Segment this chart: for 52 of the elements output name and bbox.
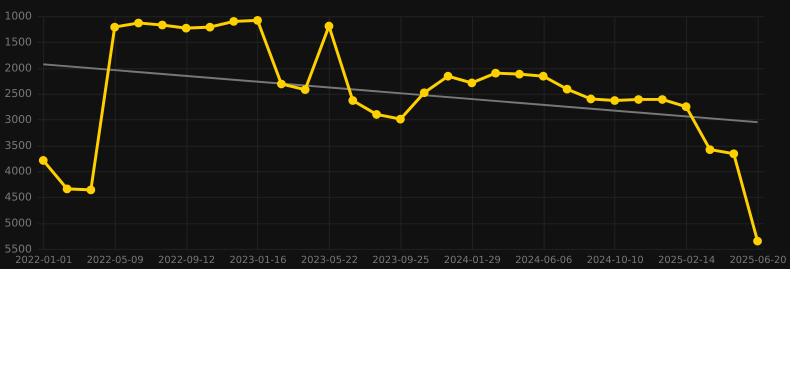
y-tick-label: 5500 — [4, 242, 32, 256]
point — [682, 102, 691, 112]
x-tick-label: 2022-01-01 — [15, 255, 72, 266]
point — [467, 78, 476, 88]
point — [38, 156, 48, 165]
x-tick-label: 2023-05-22 — [300, 255, 358, 266]
x-tick-label: 2022-09-12 — [158, 255, 216, 266]
point — [324, 22, 334, 30]
point — [491, 68, 500, 78]
x-tick-label: 2024-10-10 — [586, 255, 644, 266]
point — [420, 88, 429, 98]
x-tick-label: 2025-06-20 — [730, 255, 787, 266]
y-tick-label: 2500 — [4, 87, 32, 100]
point — [658, 95, 667, 104]
point — [444, 72, 452, 81]
y-tick-label: 1500 — [4, 36, 32, 49]
point — [586, 94, 596, 104]
x-tick-label: 2023-09-25 — [372, 255, 430, 266]
point — [562, 84, 572, 94]
x-tick-label: 2022-05-09 — [86, 255, 144, 266]
point — [110, 22, 120, 32]
point — [229, 17, 238, 26]
point — [515, 70, 524, 79]
point — [62, 184, 72, 194]
y-tick-label: 3500 — [4, 138, 32, 152]
y-tick-label: 4500 — [4, 190, 32, 204]
y-tick-label: 2000 — [4, 61, 32, 74]
point — [206, 22, 214, 32]
point — [372, 110, 381, 119]
x-tick-label: 2024-01-29 — [444, 255, 501, 266]
point — [753, 236, 762, 246]
point — [134, 18, 143, 28]
point — [610, 96, 620, 105]
point — [253, 16, 262, 25]
point — [396, 114, 405, 124]
y-tick-label: 3000 — [4, 113, 32, 126]
point — [158, 20, 167, 30]
point — [348, 96, 358, 105]
point — [634, 95, 643, 104]
x-tick-label: 2025-02-14 — [658, 255, 716, 266]
point — [276, 80, 286, 88]
point — [729, 149, 738, 158]
point — [86, 186, 96, 194]
y-tick-label: 1000 — [4, 10, 32, 23]
y-tick-label: 5000 — [4, 216, 32, 230]
point — [706, 145, 714, 154]
point — [182, 24, 190, 33]
point — [300, 85, 310, 94]
x-tick-label: 2023-01-16 — [230, 255, 286, 266]
point — [538, 72, 548, 81]
y-tick-label: 4000 — [4, 164, 32, 178]
x-tick-label: 2024-06-06 — [515, 255, 572, 266]
